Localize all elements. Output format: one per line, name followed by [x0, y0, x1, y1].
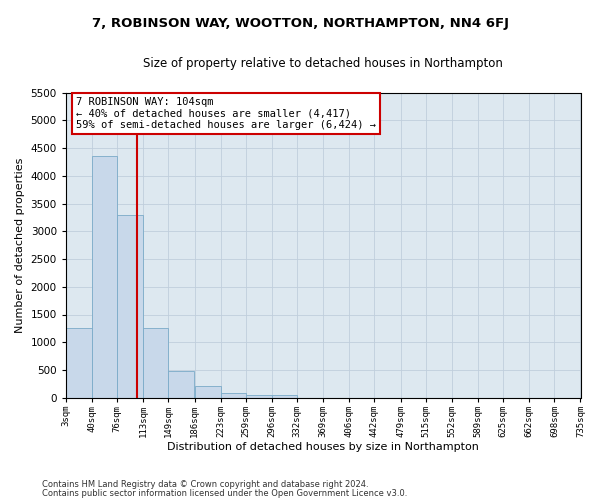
Y-axis label: Number of detached properties: Number of detached properties [15, 158, 25, 333]
Title: Size of property relative to detached houses in Northampton: Size of property relative to detached ho… [143, 58, 503, 70]
Text: 7, ROBINSON WAY, WOOTTON, NORTHAMPTON, NN4 6FJ: 7, ROBINSON WAY, WOOTTON, NORTHAMPTON, N… [91, 18, 509, 30]
Text: Contains HM Land Registry data © Crown copyright and database right 2024.: Contains HM Land Registry data © Crown c… [42, 480, 368, 489]
Bar [169, 370, 194, 398]
Bar [143, 328, 169, 398]
Text: 7 ROBINSON WAY: 104sqm
← 40% of detached houses are smaller (4,417)
59% of semi-: 7 ROBINSON WAY: 104sqm ← 40% of detached… [76, 97, 376, 130]
Bar [194, 386, 221, 398]
Bar [272, 396, 297, 398]
Bar [221, 393, 246, 398]
X-axis label: Distribution of detached houses by size in Northampton: Distribution of detached houses by size … [167, 442, 479, 452]
Bar [92, 156, 117, 398]
Bar [66, 328, 92, 398]
Bar [117, 214, 143, 398]
Bar [246, 394, 272, 398]
Text: Contains public sector information licensed under the Open Government Licence v3: Contains public sector information licen… [42, 490, 407, 498]
